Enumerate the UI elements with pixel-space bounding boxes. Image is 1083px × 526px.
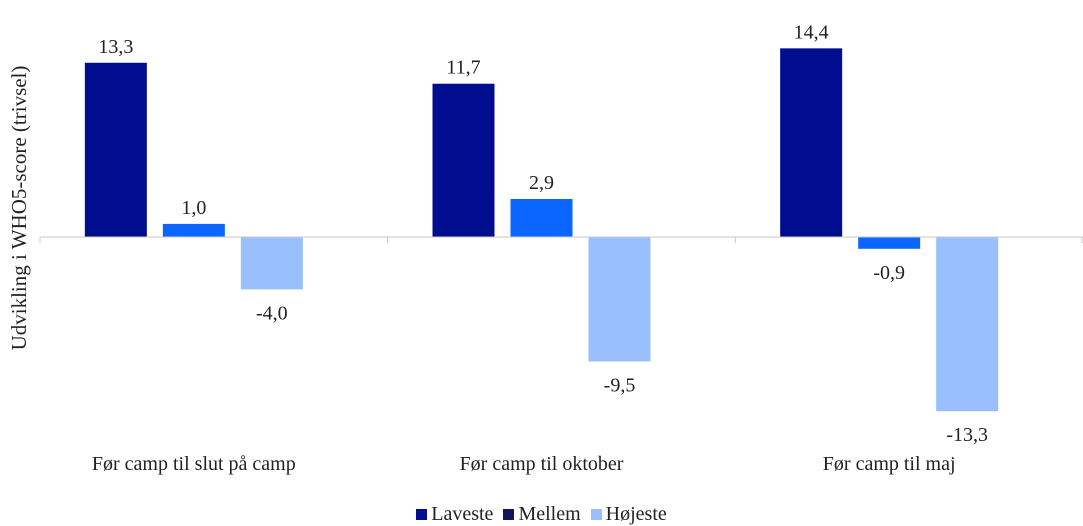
- data-label: -9,5: [604, 374, 636, 396]
- bar-laveste-0[interactable]: [84, 62, 147, 237]
- legend-item-mellem[interactable]: Mellem: [503, 503, 581, 526]
- bar-mellem-1[interactable]: [510, 199, 573, 237]
- data-label: 2,9: [529, 172, 554, 194]
- legend: Laveste Mellem Højeste: [0, 503, 1083, 526]
- data-label: 13,3: [98, 36, 133, 58]
- legend-item-laveste[interactable]: Laveste: [416, 503, 493, 526]
- data-label: 14,4: [794, 21, 829, 43]
- bar-laveste-2[interactable]: [780, 48, 843, 237]
- data-label: 1,0: [181, 197, 206, 219]
- axis-ticks-group: [39, 237, 1083, 243]
- category-label: Før camp til slut på camp: [92, 453, 296, 475]
- y-axis-label: Udvikling i WHO5-score (trivsel): [7, 66, 31, 351]
- data-labels-group: 13,3 1,0 -4,0 11,7 2,9 -9,5 14,4 -0,9 -13,3: [98, 21, 988, 446]
- bar-højeste-1[interactable]: [588, 237, 651, 362]
- bar-mellem-2[interactable]: [858, 237, 921, 249]
- bar-højeste-2[interactable]: [936, 237, 999, 412]
- legend-swatch-laveste: [416, 509, 428, 520]
- data-label: 11,7: [446, 57, 480, 79]
- category-label: Før camp til maj: [823, 453, 956, 475]
- legend-swatch-hojeste: [590, 509, 602, 520]
- data-label: -4,0: [256, 302, 288, 324]
- bar-laveste-1[interactable]: [432, 83, 495, 237]
- category-label: Før camp til oktober: [460, 453, 624, 475]
- bars-group: [84, 48, 999, 412]
- legend-label-laveste: Laveste: [431, 503, 494, 525]
- bar-højeste-0[interactable]: [240, 237, 303, 290]
- legend-label-hojeste: Højeste: [605, 503, 667, 525]
- bar-mellem-0[interactable]: [162, 223, 225, 237]
- category-labels-group: Før camp til slut på camp Før camp til ok…: [92, 453, 956, 475]
- legend-swatch-mellem: [503, 509, 515, 520]
- legend-item-hojeste[interactable]: Højeste: [590, 503, 667, 526]
- data-label: -13,3: [946, 424, 988, 446]
- data-label: -0,9: [873, 262, 905, 284]
- legend-label-mellem: Mellem: [518, 503, 581, 525]
